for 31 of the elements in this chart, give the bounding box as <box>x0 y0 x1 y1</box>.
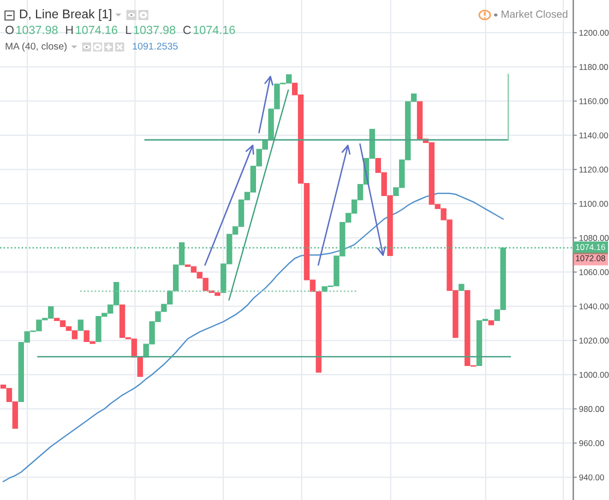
annotation: C <box>183 26 191 34</box>
y-tick-label: 940.00 <box>579 474 604 480</box>
y-tick-label: 960.00 <box>579 440 604 446</box>
y-tick-label: 1160.00 <box>579 98 608 104</box>
y-tick-label: 1100.00 <box>579 200 608 207</box>
y-tick-label: 1060.00 <box>579 269 609 276</box>
annotation: MA (40, close) <box>6 42 67 52</box>
annotation: 1091.2535 <box>132 42 178 50</box>
y-tick-label: 980.00 <box>579 406 604 412</box>
annotation: 1074.16 <box>194 26 235 34</box>
y-tick-label: 1040.00 <box>579 303 609 310</box>
annotation: L <box>126 26 132 34</box>
y-tick-label: 1200.00 <box>579 30 609 36</box>
annotation: 1037.98 <box>134 26 176 34</box>
text: 1072.08 <box>576 255 606 262</box>
y-tick-label: 1120.00 <box>579 166 608 173</box>
candlestick <box>78 320 84 331</box>
annotation: 1074.16 <box>76 26 118 34</box>
annotation: 1037.98 <box>16 26 58 34</box>
annotation: H <box>66 26 73 34</box>
ref-line-label: 1074.16 <box>576 244 606 250</box>
y-tick-label: 1140.00 <box>579 132 608 138</box>
y-tick-label: 1000.00 <box>579 372 609 378</box>
y-tick-label: 1020.00 <box>579 338 609 344</box>
annotation: Market Closed <box>502 10 568 18</box>
y-tick-label: 1080.00 <box>579 235 609 241</box>
line-series <box>2 192 504 482</box>
text: D, Line Break [1] <box>20 9 112 21</box>
y-tick-label: 1180.00 <box>579 64 608 70</box>
annotation: O <box>6 26 14 34</box>
candlestick <box>137 356 143 377</box>
